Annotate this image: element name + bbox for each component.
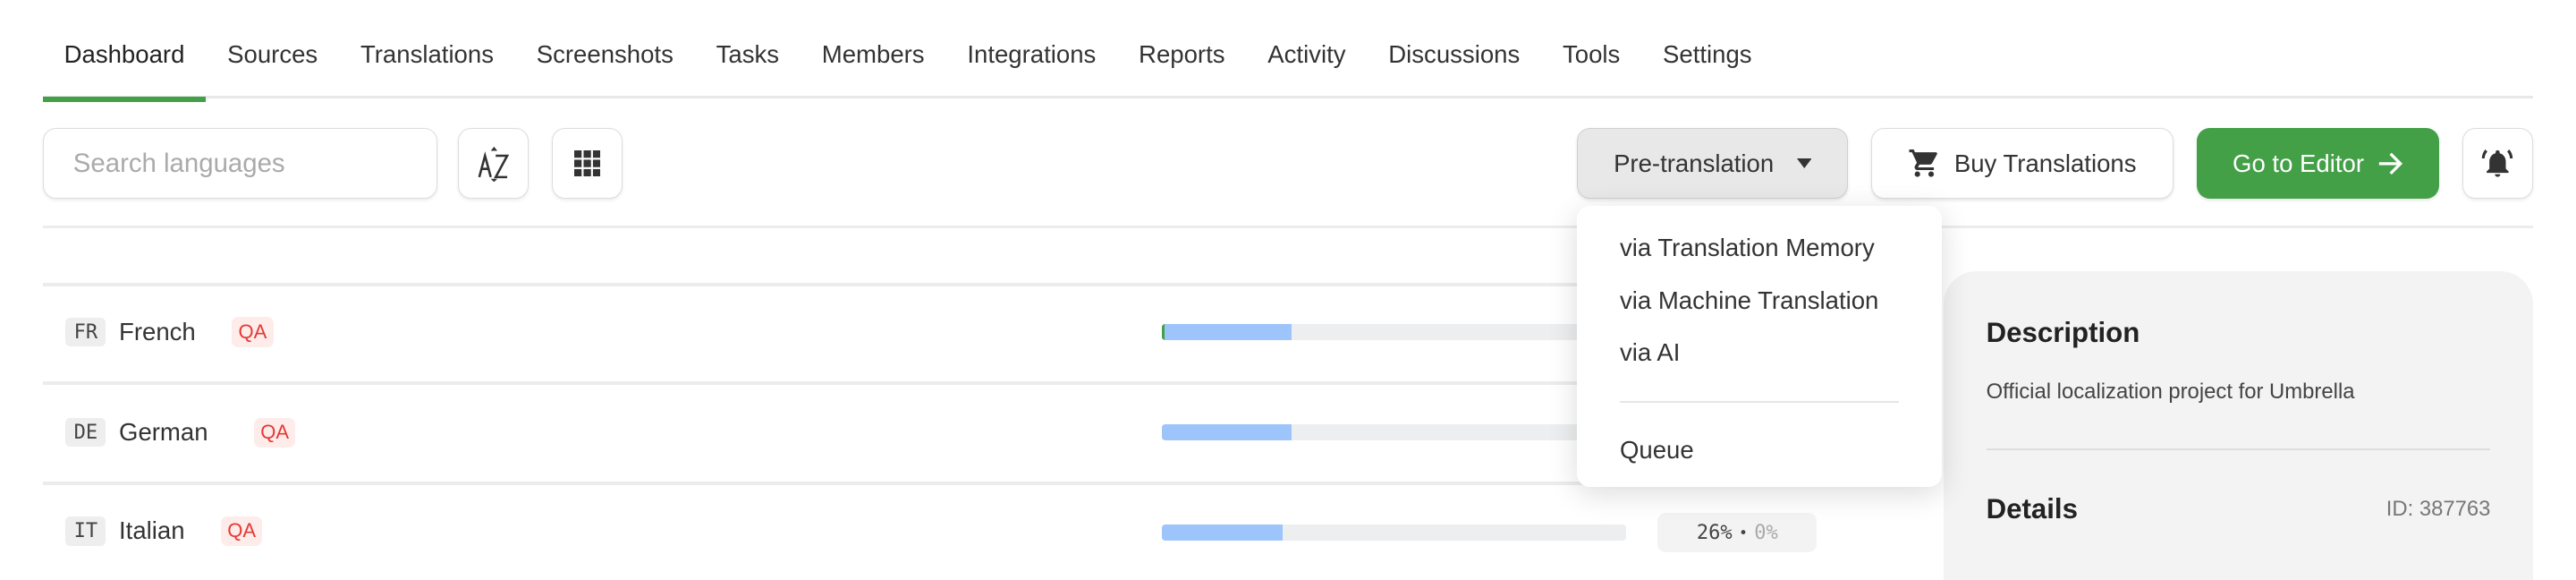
language-name[interactable]: French — [119, 318, 196, 346]
qa-badge: QA — [232, 317, 274, 347]
caret-down-icon — [1796, 158, 1812, 169]
arrow-right-icon — [2378, 152, 2402, 175]
divider — [42, 225, 2534, 229]
tab-integrations[interactable]: Integrations — [967, 40, 1097, 68]
language-code: IT — [65, 516, 106, 546]
language-code: FR — [65, 317, 106, 347]
pretranslation-label: Pre-translation — [1614, 149, 1775, 177]
tab-members[interactable]: Members — [821, 40, 925, 68]
divider — [1986, 448, 2491, 450]
buy-translations-label: Buy Translations — [1953, 149, 2137, 177]
qa-badge: QA — [253, 417, 296, 448]
description-text: Official localization project for Umbrel… — [1986, 379, 2355, 404]
translated-fill — [1161, 323, 1292, 341]
grid-view-button[interactable] — [552, 128, 623, 200]
description-heading: Description — [1986, 317, 2140, 349]
grid-view-icon — [573, 150, 601, 177]
tab-translations[interactable]: Translations — [360, 40, 494, 68]
divider — [42, 381, 1932, 385]
language-row-italian[interactable]: IT Italian QA — [65, 516, 263, 547]
divider — [42, 282, 1932, 286]
tab-activity[interactable]: Activity — [1267, 40, 1346, 68]
tab-sources[interactable]: Sources — [227, 40, 318, 68]
separator: • — [1738, 524, 1748, 542]
translated-fill — [1161, 423, 1292, 441]
tab-settings[interactable]: Settings — [1663, 40, 1752, 68]
language-name[interactable]: German — [119, 418, 208, 447]
menu-item-ai[interactable]: via AI — [1619, 338, 1681, 367]
menu-item-queue[interactable]: Queue — [1619, 435, 1694, 464]
sort-az-icon — [478, 146, 509, 182]
details-heading: Details — [1986, 492, 2078, 525]
sort-button[interactable] — [458, 128, 530, 200]
project-id: ID: 387763 — [2385, 496, 2491, 521]
language-code: DE — [65, 418, 106, 448]
language-name[interactable]: Italian — [119, 516, 185, 545]
menu-item-translation-memory[interactable]: via Translation Memory — [1619, 233, 1875, 261]
notifications-button[interactable] — [2462, 128, 2534, 200]
menu-divider — [1619, 401, 1900, 403]
progress-bar-french — [1161, 323, 1627, 341]
go-to-editor-label: Go to Editor — [2233, 149, 2365, 177]
divider — [42, 482, 1932, 485]
approved-percent: 0% — [1754, 521, 1778, 544]
translated-fill — [1161, 524, 1283, 542]
pretranslation-button[interactable]: Pre-translation — [1577, 128, 1849, 200]
progress-percent-italian: 26% • 0% — [1657, 513, 1818, 553]
tab-screenshots[interactable]: Screenshots — [536, 40, 674, 68]
language-row-french[interactable]: FR French QA — [65, 317, 274, 347]
progress-bar-italian — [1161, 524, 1627, 542]
language-row-german[interactable]: DE German QA — [65, 417, 296, 448]
project-info-panel: Description Official localization projec… — [1943, 271, 2534, 580]
tab-reports[interactable]: Reports — [1139, 40, 1225, 68]
cart-icon — [1909, 149, 1938, 178]
translated-percent: 26% — [1696, 521, 1733, 544]
qa-badge: QA — [220, 516, 263, 547]
search-languages-input[interactable] — [42, 128, 437, 200]
pretranslation-dropdown: via Translation Memory via Machine Trans… — [1577, 205, 1942, 487]
tab-dashboard[interactable]: Dashboard — [42, 0, 207, 102]
progress-bar-german — [1161, 423, 1627, 441]
bell-ringing-icon — [2482, 149, 2513, 178]
approved-fill — [1161, 323, 1165, 341]
tab-tasks[interactable]: Tasks — [716, 40, 780, 68]
buy-translations-button[interactable]: Buy Translations — [1871, 128, 2174, 200]
project-tabs: Dashboard Sources Translations Screensho… — [42, 0, 2534, 102]
tab-discussions[interactable]: Discussions — [1388, 40, 1521, 68]
go-to-editor-button[interactable]: Go to Editor — [2196, 128, 2440, 200]
menu-item-machine-translation[interactable]: via Machine Translation — [1619, 286, 1879, 314]
tab-tools[interactable]: Tools — [1562, 40, 1621, 68]
